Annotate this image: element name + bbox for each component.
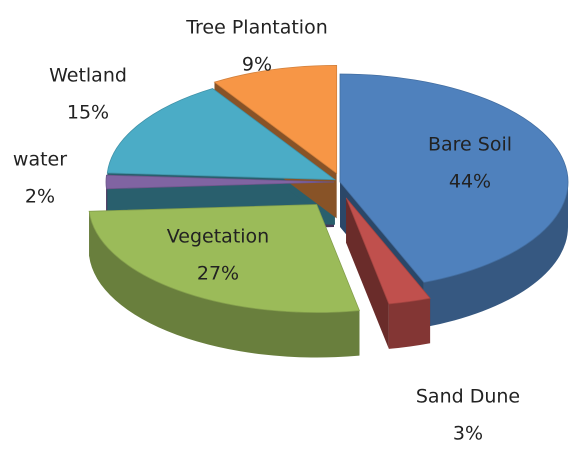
slice-value-label: 15% xyxy=(67,102,109,124)
slice-label: Sand Dune xyxy=(416,386,520,408)
slice-label: Tree Plantation xyxy=(185,17,328,39)
pie-slice xyxy=(106,88,337,181)
slice-value-label: 44% xyxy=(449,171,491,193)
labels: Bare Soil 44% Sand Dune 3% Vegetation 27% wate… xyxy=(13,17,520,445)
pie-slice xyxy=(88,204,361,313)
slice-value-label: 27% xyxy=(197,263,239,285)
slice-label: Bare Soil xyxy=(428,134,512,156)
pie-slice xyxy=(345,197,431,305)
pie-slice xyxy=(105,174,335,190)
slice-label: Wetland xyxy=(49,65,127,87)
pie-tops xyxy=(88,64,569,313)
slice-face xyxy=(346,197,389,349)
slice-label: Vegetation xyxy=(167,226,269,248)
slice-value-label: 3% xyxy=(453,423,483,445)
pie-slice xyxy=(339,73,569,283)
slice-wall xyxy=(423,182,568,328)
slice-label: water xyxy=(13,149,67,171)
slice-wall xyxy=(388,298,431,349)
slice-value-label: 9% xyxy=(242,54,272,76)
slice-value-label: 2% xyxy=(25,186,55,208)
pie-slice xyxy=(213,64,338,175)
slice-wall xyxy=(89,211,360,358)
